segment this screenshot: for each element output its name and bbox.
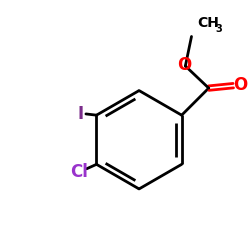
- Text: CH: CH: [198, 16, 220, 30]
- Text: Cl: Cl: [70, 163, 88, 181]
- Text: 3: 3: [215, 24, 222, 34]
- Text: O: O: [177, 56, 191, 74]
- Text: I: I: [78, 105, 84, 123]
- Text: O: O: [234, 76, 248, 94]
